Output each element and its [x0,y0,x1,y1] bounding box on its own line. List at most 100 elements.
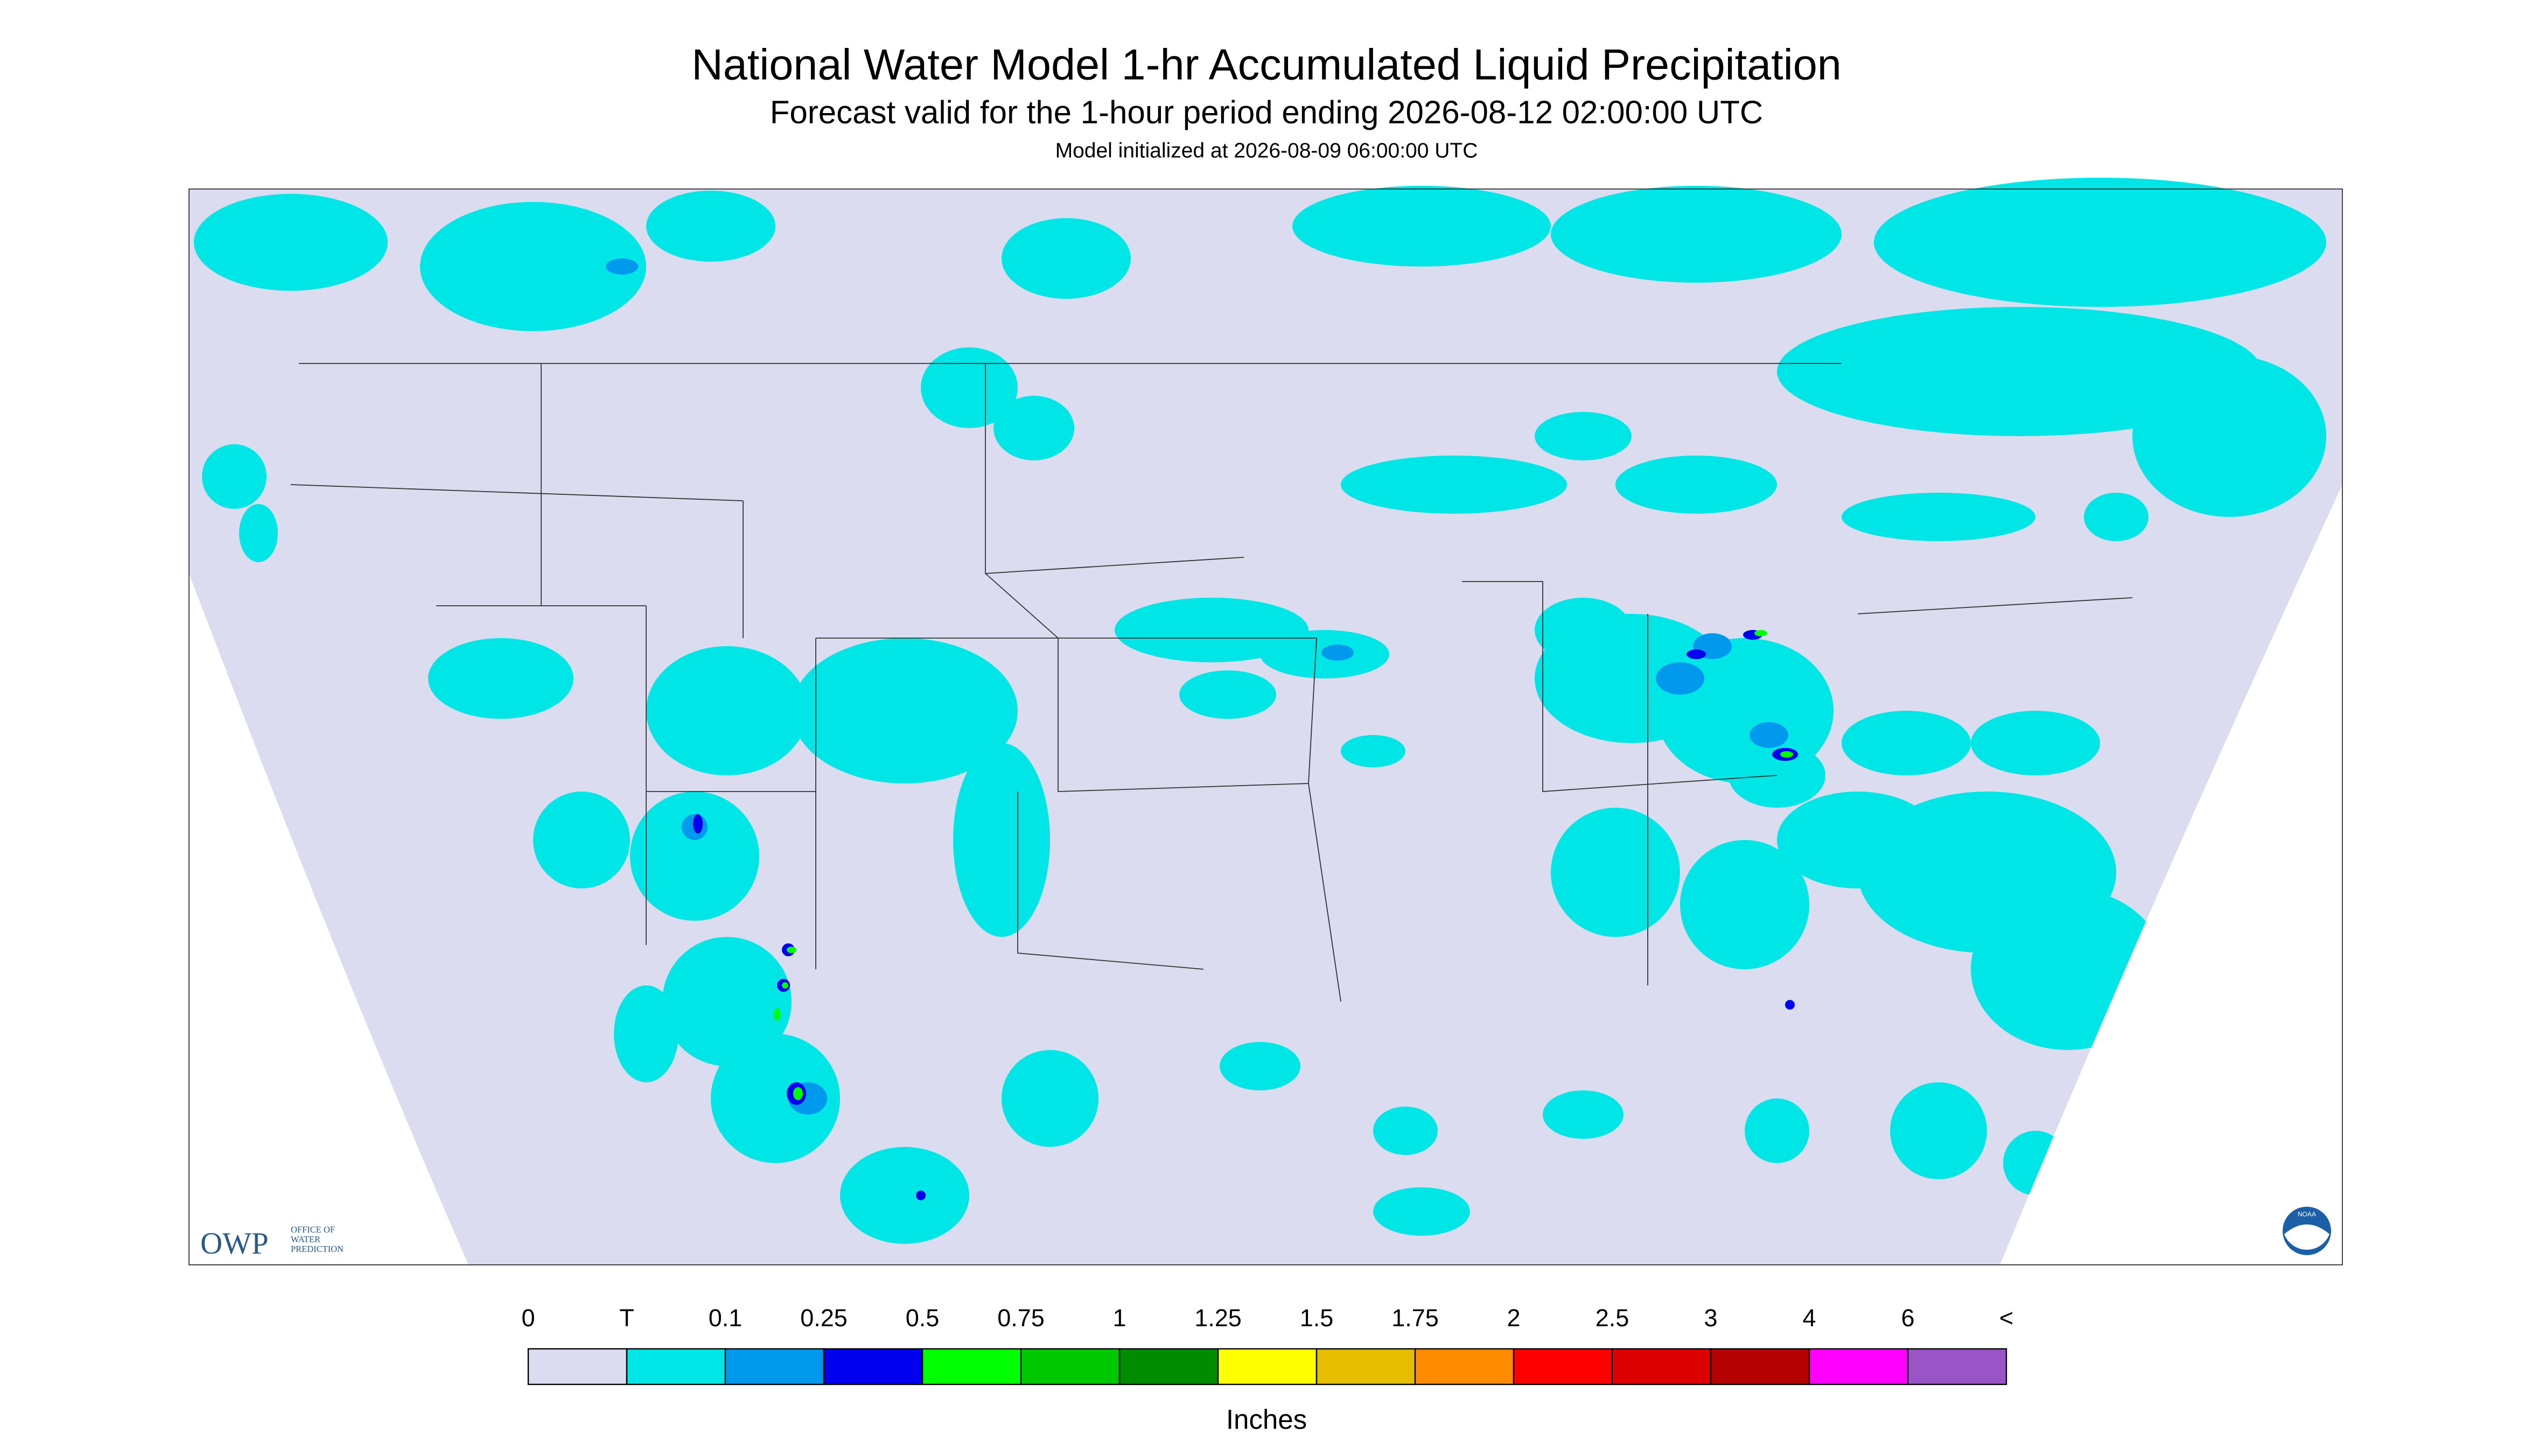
precip-area [1842,711,1971,776]
precip-area [1745,1098,1809,1164]
legend-swatch [1217,1348,1318,1385]
precip-area [614,985,678,1083]
legend-label: 4 [1802,1304,1816,1332]
precip-area [1890,1082,1987,1180]
noaa-logo-wave [2284,1224,2329,1250]
precip-area [662,937,792,1067]
precip-core [1321,645,1354,661]
legend-label: 0.5 [906,1304,940,1332]
legend-swatch [1808,1348,1909,1385]
legend-swatch [1414,1348,1515,1385]
precip-area [1115,598,1309,663]
precip-area [1220,1042,1300,1091]
legend-swatch [1710,1348,1810,1385]
precip-area [1551,808,1680,937]
precip-area [2084,493,2149,542]
legend-label: 1 [1112,1304,1126,1332]
precip-area [646,191,775,262]
precip-heavy [1687,649,1706,660]
legend-unit: Inches [1226,1404,1307,1434]
owp-text: OFFICE OF [291,1224,335,1235]
precip-area [1373,1107,1438,1156]
subtitle: Forecast valid for the 1-hour period end… [770,94,1763,130]
precip-area [1373,1187,1470,1236]
legend-swatch [724,1348,825,1385]
legend-label: 1.5 [1300,1304,1334,1332]
precip-area [1971,711,2100,776]
precip-area [1615,456,1777,514]
legend-swatch [626,1348,726,1385]
precip-core [1750,722,1788,748]
precip-core [1656,662,1704,695]
legend-label: 1.75 [1391,1304,1439,1332]
precip-core [606,258,638,275]
precip-area [420,202,646,332]
legend-label: 6 [1901,1304,1914,1332]
map: OWP OFFICE OF WATER PREDICTION NOAA [188,178,2343,1265]
precip-area [202,444,267,509]
owp-text: WATER [291,1234,320,1244]
precip-area [1292,186,1551,267]
precip-area [840,1147,969,1244]
precip-area [792,638,1018,784]
title: National Water Model 1-hr Accumulated Li… [691,40,1842,89]
precip-max [782,982,788,989]
precip-area [711,1034,840,1164]
precip-area [1874,178,2326,307]
precip-area [921,347,1018,429]
precip-area [239,504,278,563]
precip-area [1535,598,1632,663]
precip-max [774,1008,780,1021]
legend-swatch [1316,1348,1416,1385]
precip-area [1777,307,2262,437]
state-borders [188,188,2343,1265]
precip-area [1551,186,1842,283]
noaa-text: NOAA [2298,1210,2316,1218]
precip-area [1002,1050,1098,1147]
precip-area [1002,218,1131,299]
precip-area [533,792,630,889]
precip-heavy [1785,1000,1795,1010]
legend-swatch [1513,1348,1613,1385]
legend-swatch [1611,1348,1712,1385]
out-of-domain [189,573,468,1265]
legend-swatch [1118,1348,1219,1385]
precip-area [1535,412,1632,461]
owp-logo: OWP [200,1227,269,1261]
precip-max [1780,751,1793,758]
legend-label: 0.25 [800,1304,848,1332]
owp-text: PREDICTION [291,1244,344,1254]
legend-swatch [1907,1348,2007,1385]
precip-area [1341,735,1405,768]
precip-area [2132,355,2326,517]
init-time: Model initialized at 2026-08-09 06:00:00… [1055,139,1478,162]
legend-label: 0.1 [709,1304,743,1332]
legend-swatch [527,1348,628,1385]
legend-label: 1.25 [1194,1304,1242,1332]
precip-max [1754,630,1767,637]
legend-label: T [619,1304,634,1332]
precip-area [1842,493,2035,542]
precip-area [1341,456,1567,514]
precip-max [793,1087,803,1101]
precip-heavy [916,1191,926,1201]
legend-label: 0 [521,1304,535,1332]
precip-heavy [693,814,703,834]
out-of-domain [2000,485,2342,1265]
precip-area [1179,670,1276,719]
legend-swatch [1020,1348,1121,1385]
precip-area [646,646,808,776]
precip-area [953,743,1050,937]
precip-area [1680,840,1809,970]
legend-label: 2 [1507,1304,1520,1332]
precip-area [428,638,573,719]
precip-max [787,947,796,954]
legend-label: 2.5 [1596,1304,1629,1332]
legend: 0 T 0.1 0.25 0.5 0.75 1 1.25 1.5 1.75 2 2.5 3 4 6 < [521,1304,2013,1385]
precip-area [993,396,1074,461]
legend-label: < [1999,1304,2013,1332]
legend-swatch [921,1348,1022,1385]
legend-label: 3 [1704,1304,1717,1332]
